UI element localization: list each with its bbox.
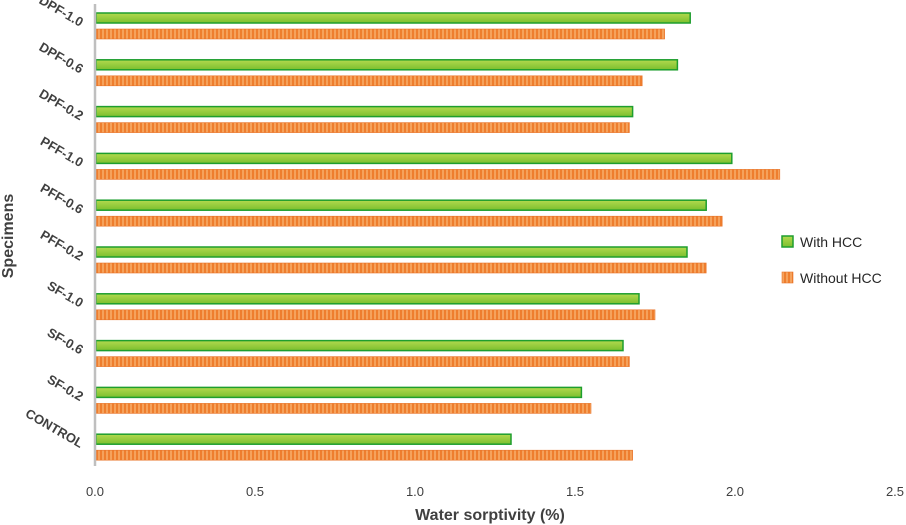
- bar-with-hcc-sf-0.2: [95, 386, 583, 399]
- bar-with-hcc-dpf-1.0: [95, 12, 691, 24]
- category-label: PFF-0.6: [38, 180, 86, 216]
- category-label: PFF-0.2: [38, 227, 86, 263]
- bar-with-hcc-control: [95, 433, 512, 445]
- legend-swatch-with-hcc: [781, 235, 794, 248]
- bar-without-hcc-dpf-1.0: [95, 28, 665, 40]
- bar-with-hcc-dpf-0.2: [95, 105, 634, 118]
- bar-with-hcc-sf-1.0: [95, 293, 640, 305]
- category-label: SF-0.6: [45, 325, 86, 357]
- category-label: PFF-1.0: [38, 134, 86, 170]
- x-axis-ticks: 0.0 0.5 1.0 1.5 2.0 2.5: [86, 484, 904, 499]
- bar-with-hcc-dpf-0.6: [95, 59, 679, 71]
- bar-without-hcc-pff-0.2: [95, 262, 707, 274]
- category-label: DPF-0.2: [37, 86, 86, 123]
- y-axis-title: Specimens: [0, 194, 17, 279]
- x-tick-label: 0.5: [246, 484, 264, 499]
- x-tick-label: 2.0: [726, 484, 744, 499]
- bar-without-hcc-sf-0.2: [95, 403, 592, 414]
- category-labels: DPF-1.0 DPF-0.6 DPF-0.2 PFF-1.0 PFF-0.6 PFF-0…: [23, 0, 86, 451]
- category-label: SF-1.0: [45, 278, 86, 310]
- category-label: DPF-1.0: [37, 0, 86, 30]
- x-tick-label: 2.5: [886, 484, 904, 499]
- plot-area: [95, 12, 781, 461]
- bar-without-hcc-dpf-0.6: [95, 75, 643, 87]
- bar-without-hcc-pff-0.6: [95, 215, 723, 227]
- bar-with-hcc-pff-0.6: [95, 199, 707, 211]
- category-label: DPF-0.6: [37, 39, 86, 76]
- legend-swatch-without-hcc: [781, 271, 794, 284]
- bar-without-hcc-pff-1.0: [95, 169, 781, 180]
- x-axis-title: Water sorptivity (%): [415, 507, 565, 524]
- bar-without-hcc-sf-0.6: [95, 356, 630, 367]
- bar-without-hcc-dpf-0.2: [95, 122, 630, 133]
- x-tick-label: 0.0: [86, 484, 104, 499]
- x-tick-label: 1.0: [406, 484, 424, 499]
- category-label: SF-0.2: [45, 371, 86, 403]
- bar-with-hcc-pff-0.2: [95, 246, 688, 258]
- legend-label-without-hcc: Without HCC: [800, 270, 882, 286]
- bar-without-hcc-control: [95, 449, 633, 461]
- category-label: CONTROL: [23, 406, 86, 451]
- legend: With HCC Without HCC: [781, 234, 882, 286]
- bar-with-hcc-pff-1.0: [95, 152, 733, 165]
- bar-with-hcc-sf-0.6: [95, 339, 624, 352]
- legend-label-with-hcc: With HCC: [800, 234, 862, 250]
- x-tick-label: 1.5: [566, 484, 584, 499]
- bar-without-hcc-sf-1.0: [95, 309, 656, 321]
